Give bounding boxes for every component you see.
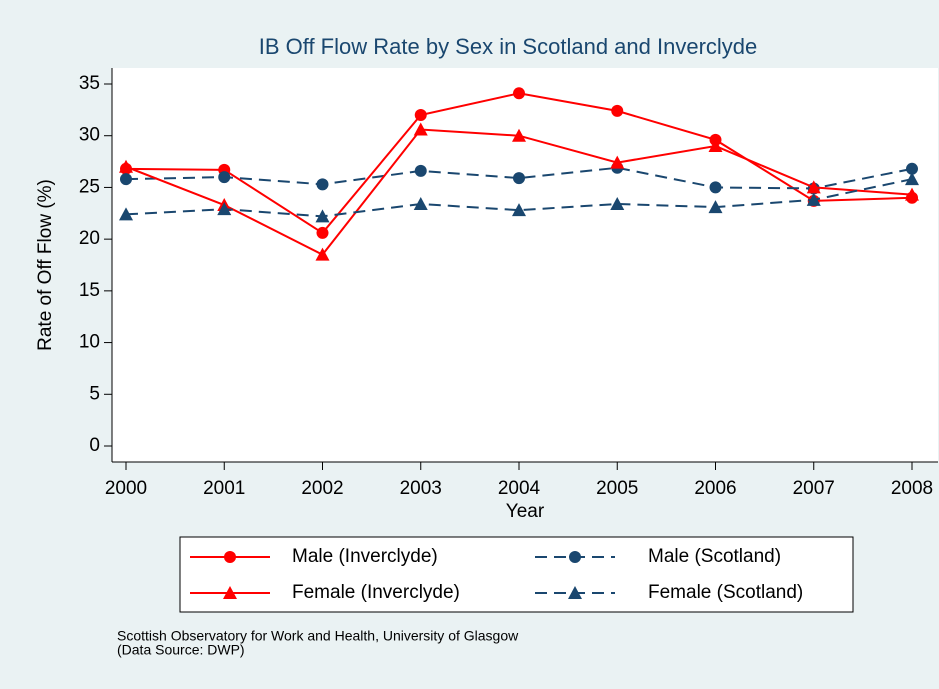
marker	[512, 203, 526, 217]
marker	[217, 202, 232, 216]
y-tick-label: 20	[79, 228, 100, 249]
legend-label: Female (Scotland)	[648, 582, 803, 603]
marker	[610, 155, 625, 169]
x-tick-label: 2006	[694, 478, 736, 499]
x-tick-label: 2001	[203, 478, 245, 499]
y-tick-label: 10	[79, 332, 100, 353]
y-tick-label: 5	[89, 383, 100, 404]
marker	[120, 173, 132, 186]
y-tick-label: 30	[79, 125, 100, 146]
marker	[315, 247, 330, 261]
marker	[513, 172, 525, 185]
note: (Data Source: DWP)	[117, 642, 245, 658]
legend	[179, 536, 854, 613]
y-tick-label: 35	[79, 73, 100, 94]
y-tick-label: 15	[79, 280, 100, 301]
x-axis-label: Year	[506, 501, 545, 522]
marker	[709, 181, 722, 194]
x-tick-label: 2004	[498, 478, 541, 499]
x-tick-label: 2008	[891, 478, 933, 499]
marker	[413, 196, 428, 210]
marker	[414, 164, 427, 177]
plot-area	[112, 68, 938, 462]
marker	[218, 171, 231, 184]
marker	[414, 109, 427, 122]
marker	[316, 178, 329, 191]
marker	[413, 122, 428, 136]
marker	[708, 139, 723, 153]
y-tick-label: 25	[79, 176, 100, 197]
marker	[610, 196, 625, 210]
chart-title: IB Off Flow Rate by Sex in Scotland and …	[259, 34, 758, 59]
series-line	[125, 178, 913, 218]
marker	[513, 87, 525, 100]
marker	[806, 192, 821, 206]
x-tick-label: 2007	[793, 478, 835, 499]
x-tick-label: 2002	[301, 478, 343, 499]
legend-label: Female (Inverclyde)	[292, 582, 460, 603]
marker	[906, 162, 918, 175]
marker	[708, 200, 723, 214]
marker	[224, 551, 236, 563]
marker	[569, 551, 581, 563]
marker	[512, 128, 526, 142]
marker	[316, 226, 329, 239]
marker	[568, 586, 582, 599]
marker	[806, 180, 821, 194]
marker	[119, 207, 133, 221]
marker	[611, 104, 624, 117]
x-tick-label: 2003	[400, 478, 442, 499]
x-tick-label: 2005	[596, 478, 638, 499]
marker	[905, 172, 919, 186]
marker	[119, 159, 133, 173]
legend-label: Male (Scotland)	[648, 546, 781, 567]
x-tick-label: 2000	[105, 478, 147, 499]
marker	[315, 209, 330, 223]
y-axis-label: Rate of Off Flow (%)	[35, 179, 56, 351]
marker	[905, 187, 919, 201]
y-tick-label: 0	[89, 435, 100, 456]
legend-label: Male (Inverclyde)	[292, 546, 438, 567]
marker	[223, 586, 237, 599]
note: Scottish Observatory for Work and Health…	[117, 628, 519, 644]
